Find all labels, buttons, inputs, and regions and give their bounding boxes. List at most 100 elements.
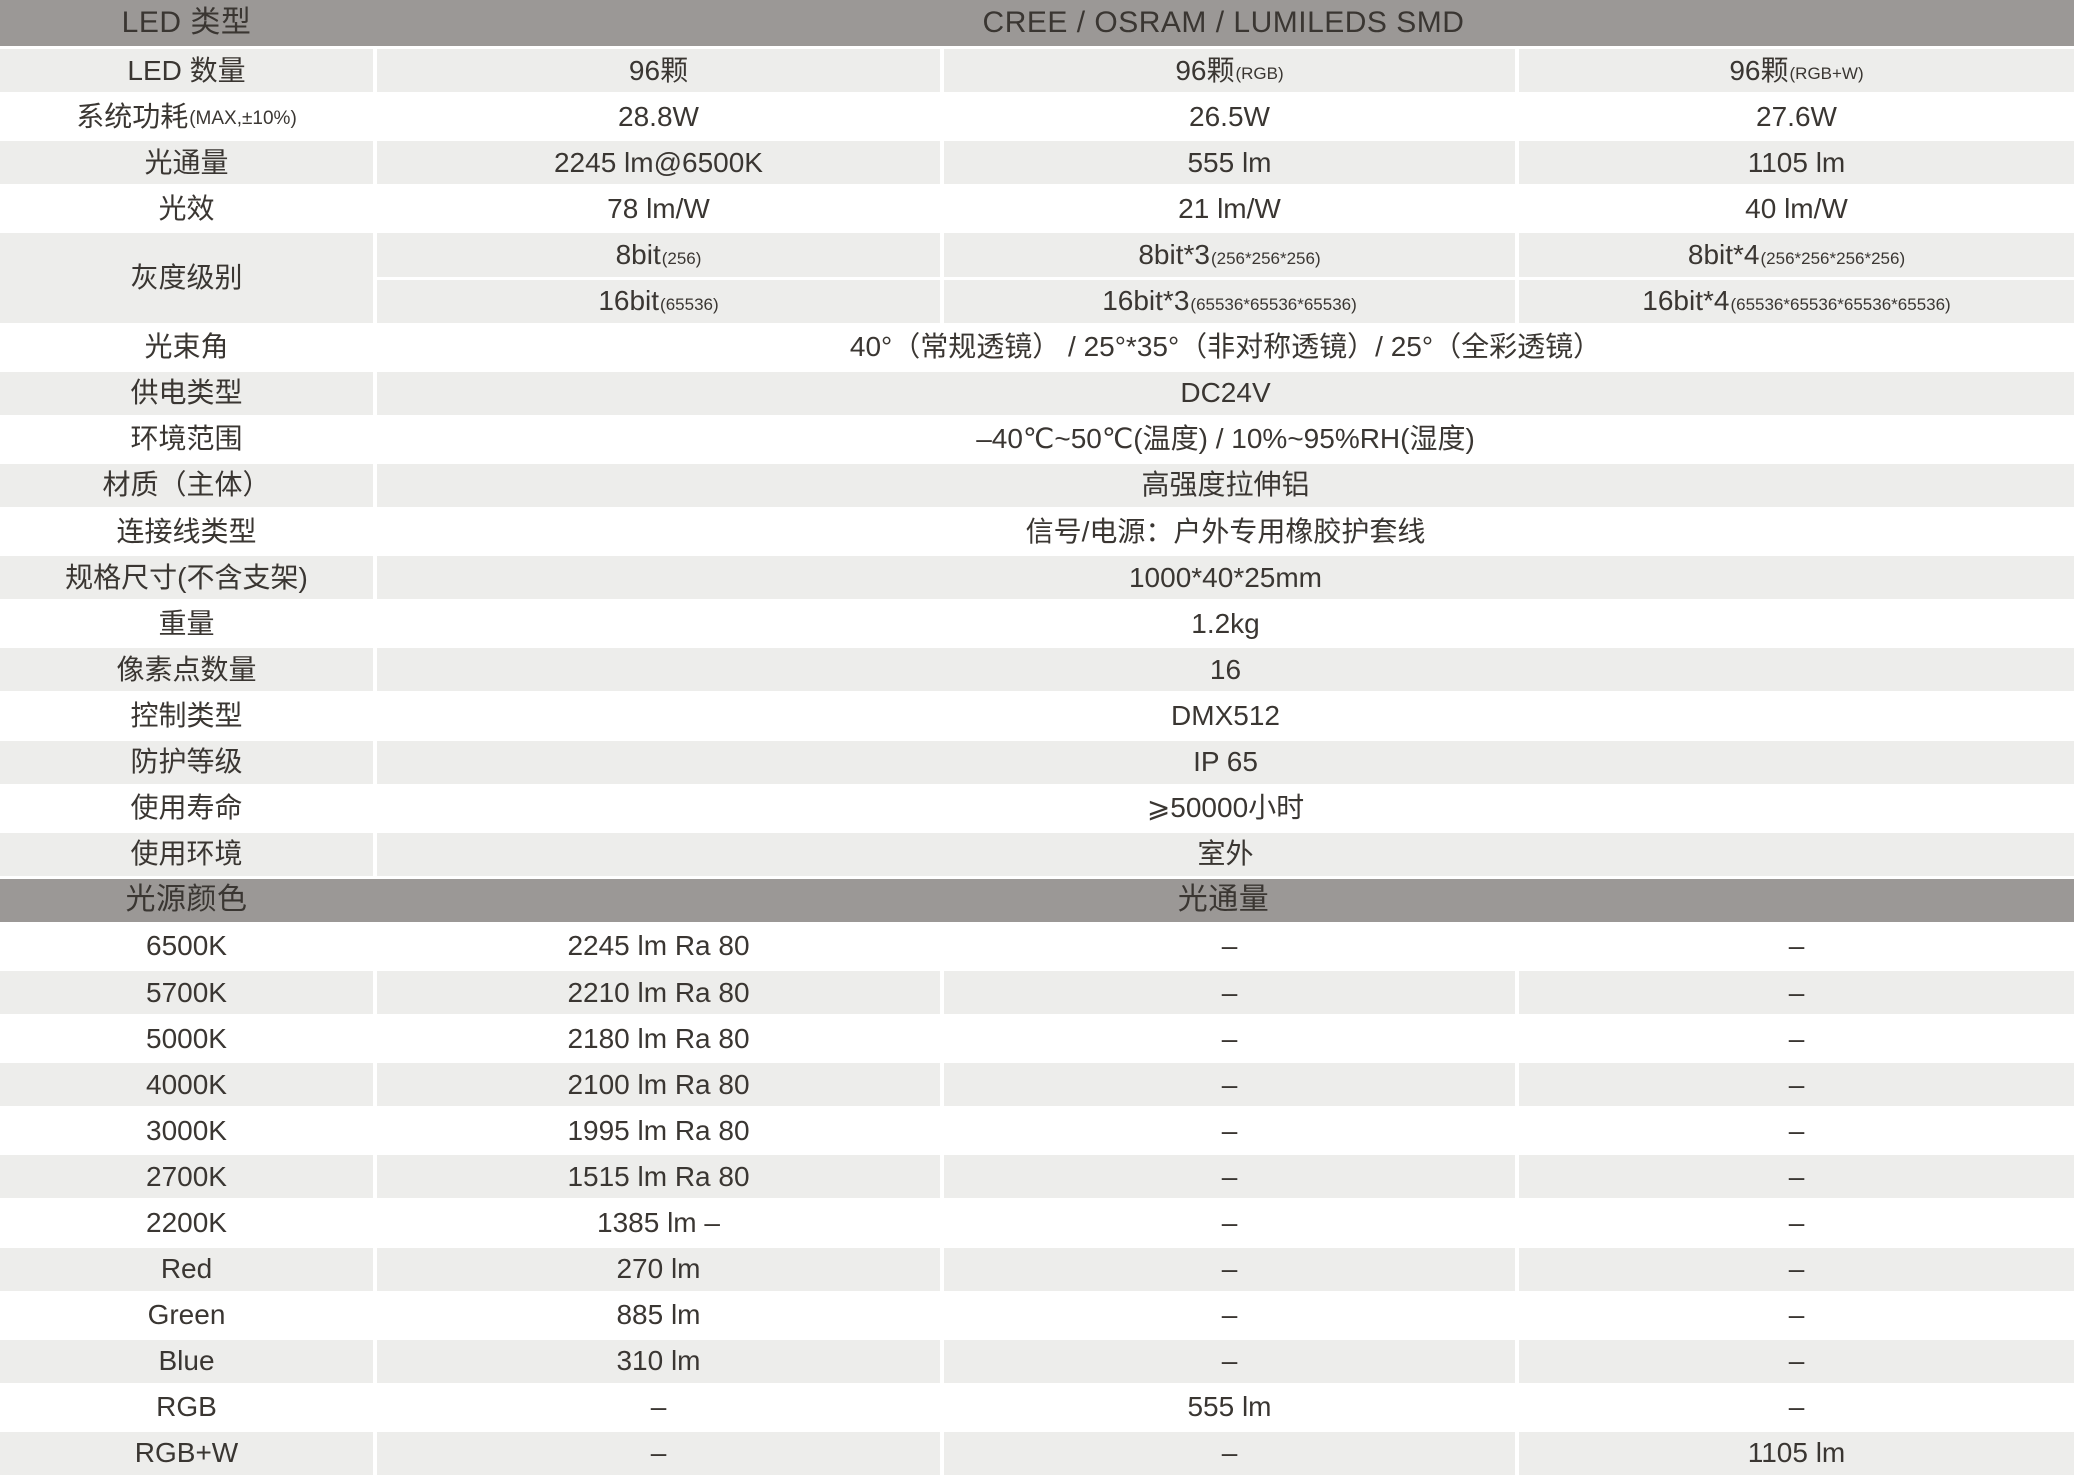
cell-text: 96颗 <box>628 54 689 86</box>
cell-text: 2245 lm Ra 80 <box>567 930 750 962</box>
cell-text: – <box>650 1391 667 1423</box>
cell-text: 系统功耗 <box>76 100 189 132</box>
merged-value-cell: ⩾50000小时 <box>373 783 2074 830</box>
spec-cell: – <box>1515 1152 2074 1199</box>
row-label: 使用环境 <box>0 829 373 876</box>
spec-cell: 1995 lm Ra 80 <box>373 1106 940 1153</box>
cell-text: 16 <box>1209 653 1242 685</box>
cell-text: RGB <box>156 1391 217 1423</box>
cell-text: – <box>1221 1437 1238 1469</box>
spec-cell: 28.8W <box>373 92 940 139</box>
spec-cell: 8bit*3 (256*256*256) <box>940 230 1515 277</box>
cell-text: 27.6W <box>1756 100 1837 132</box>
cell-subtext: (RGB) <box>1235 64 1284 84</box>
cell-text: – <box>1221 1160 1238 1192</box>
merged-value-cell: 1000*40*25mm <box>373 553 2074 600</box>
cell-text: 使用环境 <box>130 838 243 870</box>
spec-cell: 2245 lm Ra 80 <box>373 921 940 968</box>
cell-text: 28.8W <box>618 100 699 132</box>
row-label: 重量 <box>0 599 373 646</box>
cell-text: 重量 <box>158 607 215 639</box>
spec-cell: – <box>1515 1106 2074 1153</box>
row-label: LED 数量 <box>0 46 373 93</box>
spec-cell: – <box>940 1244 1515 1291</box>
spec-cell: – <box>373 1428 940 1475</box>
spec-cell: – <box>373 1382 940 1429</box>
row-label: 环境范围 <box>0 414 373 461</box>
cell-text: 防护等级 <box>130 746 243 778</box>
spec-cell: – <box>1515 1336 2074 1383</box>
row-label: 2700K <box>0 1152 373 1199</box>
cell-text: – <box>650 1437 667 1469</box>
row-label: 防护等级 <box>0 737 373 784</box>
cell-text: 96颗 <box>1175 54 1235 86</box>
cell-text: 1995 lm Ra 80 <box>567 1114 750 1146</box>
spec-cell: 2180 lm Ra 80 <box>373 1014 940 1061</box>
cell-text: 5000K <box>146 1022 227 1054</box>
cell-subtext: (65536*65536*65536*65536) <box>1730 294 1951 314</box>
cell-text: 16bit*3 <box>1102 285 1190 317</box>
merged-value-cell: 40°（常规透镜） / 25°*35°（非对称透镜）/ 25°（全彩透镜） <box>373 322 2074 369</box>
row-label: 连接线类型 <box>0 507 373 554</box>
cell-text: 高强度拉伸铝 <box>1141 469 1310 501</box>
row-label: 3000K <box>0 1106 373 1153</box>
section-header-label: LED 类型 <box>0 0 373 47</box>
spec-cell: – <box>1515 967 2074 1015</box>
row-label: Blue <box>0 1336 373 1383</box>
spec-cell: 555 lm <box>940 138 1515 185</box>
cell-text: 2210 lm Ra 80 <box>567 976 750 1008</box>
cell-text: 6500K <box>146 930 227 962</box>
row-label: 供电类型 <box>0 368 373 415</box>
cell-text: 材质（主体） <box>102 469 271 501</box>
cell-text: – <box>1221 1299 1238 1331</box>
cell-text: Red <box>160 1253 213 1285</box>
cell-text: – <box>1788 930 1805 962</box>
cell-text: 555 lm <box>1187 146 1272 178</box>
cell-text: –40℃~50℃(温度) / 10%~95%RH(湿度) <box>976 423 1475 455</box>
row-label: 像素点数量 <box>0 645 373 692</box>
row-label: RGB <box>0 1382 373 1429</box>
row-label: 光通量 <box>0 138 373 185</box>
spec-cell: 310 lm <box>373 1336 940 1383</box>
cell-text: 555 lm <box>1187 1391 1272 1423</box>
spec-cell: 270 lm <box>373 1244 940 1291</box>
spec-cell: 1105 lm <box>1515 138 2074 185</box>
cell-text: ⩾50000小时 <box>1146 792 1305 824</box>
row-label: 规格尺寸(不含支架) <box>0 553 373 600</box>
cell-text: – <box>1221 976 1238 1008</box>
row-label: 光束角 <box>0 322 373 369</box>
spec-cell: 96颗 <box>373 46 940 93</box>
cell-text: 270 lm <box>616 1253 701 1285</box>
cell-text: – <box>1788 1253 1805 1285</box>
cell-subtext: (256*256*256*256) <box>1760 248 1906 268</box>
spec-cell: – <box>1515 1244 2074 1291</box>
cell-text: 光效 <box>158 192 215 224</box>
cell-text: – <box>1221 1022 1238 1054</box>
cell-text: 16bit*4 <box>1642 285 1730 317</box>
section-header-value: CREE / OSRAM / LUMILEDS SMD <box>373 0 2074 47</box>
cell-text: 供电类型 <box>130 377 243 409</box>
spec-cell: – <box>940 1060 1515 1107</box>
spec-cell: 16bit (65536) <box>373 276 940 323</box>
spec-cell: – <box>1515 921 2074 968</box>
cell-text: 40 lm/W <box>1745 192 1848 224</box>
cell-text: 8bit*4 <box>1687 239 1760 271</box>
cell-subtext: (65536*65536*65536) <box>1190 294 1357 314</box>
row-label: 光效 <box>0 184 373 231</box>
spec-cell: 1105 lm <box>1515 1428 2074 1475</box>
cell-text: 1000*40*25mm <box>1128 561 1323 593</box>
cell-text: 885 lm <box>616 1299 701 1331</box>
spec-cell: – <box>940 1014 1515 1061</box>
cell-text: 2245 lm@6500K <box>553 146 763 178</box>
cell-subtext: (256) <box>661 248 702 268</box>
merged-value-cell: IP 65 <box>373 737 2074 784</box>
row-label: 使用寿命 <box>0 783 373 830</box>
spec-cell: 78 lm/W <box>373 184 940 231</box>
merged-value-cell: 16 <box>373 645 2074 692</box>
cell-text: – <box>1221 1345 1238 1377</box>
cell-text: 环境范围 <box>130 423 243 455</box>
row-label: 5000K <box>0 1014 373 1061</box>
cell-text: 8bit*3 <box>1138 239 1210 271</box>
cell-text: 26.5W <box>1189 100 1270 132</box>
